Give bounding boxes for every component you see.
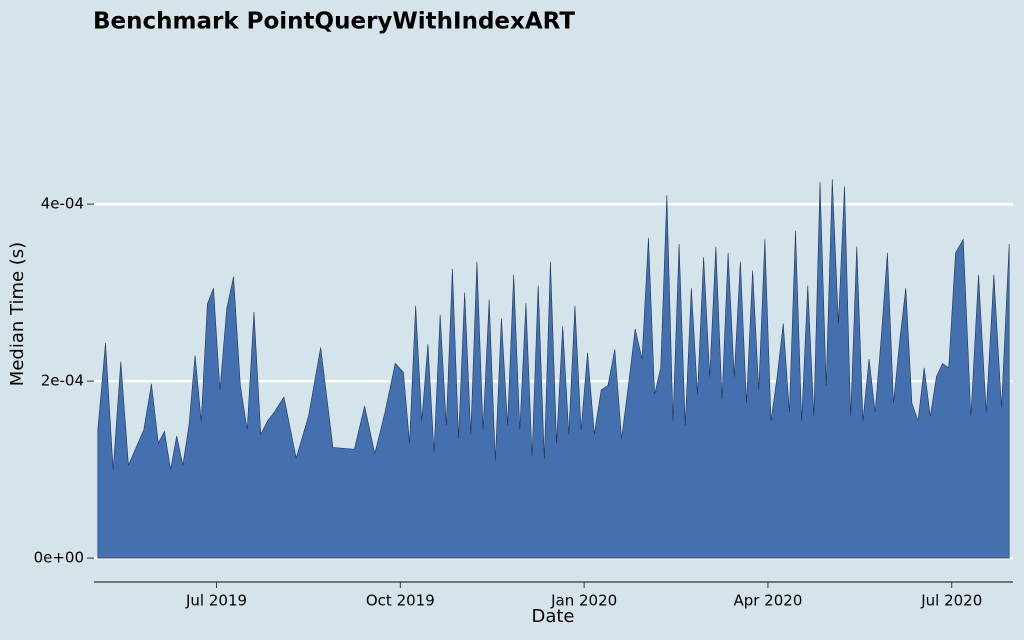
y-tick-label: 2e-04: [41, 372, 84, 390]
x-tick-label: Oct 2019: [366, 592, 435, 610]
x-tick-label: Apr 2020: [733, 592, 802, 610]
y-axis-label: Median Time (s): [7, 242, 28, 386]
x-axis-label: Date: [531, 606, 574, 627]
area: [97, 179, 1010, 559]
chart-title: Benchmark PointQueryWithIndexART: [93, 9, 575, 35]
y-tick-label: 4e-04: [41, 195, 84, 213]
x-tick-label: Jul 2020: [920, 592, 982, 610]
x-tick-label: Jan 2020: [550, 592, 617, 610]
y-tick-label: 0e+00: [34, 549, 84, 567]
x-tick-label: Jul 2019: [185, 592, 247, 610]
